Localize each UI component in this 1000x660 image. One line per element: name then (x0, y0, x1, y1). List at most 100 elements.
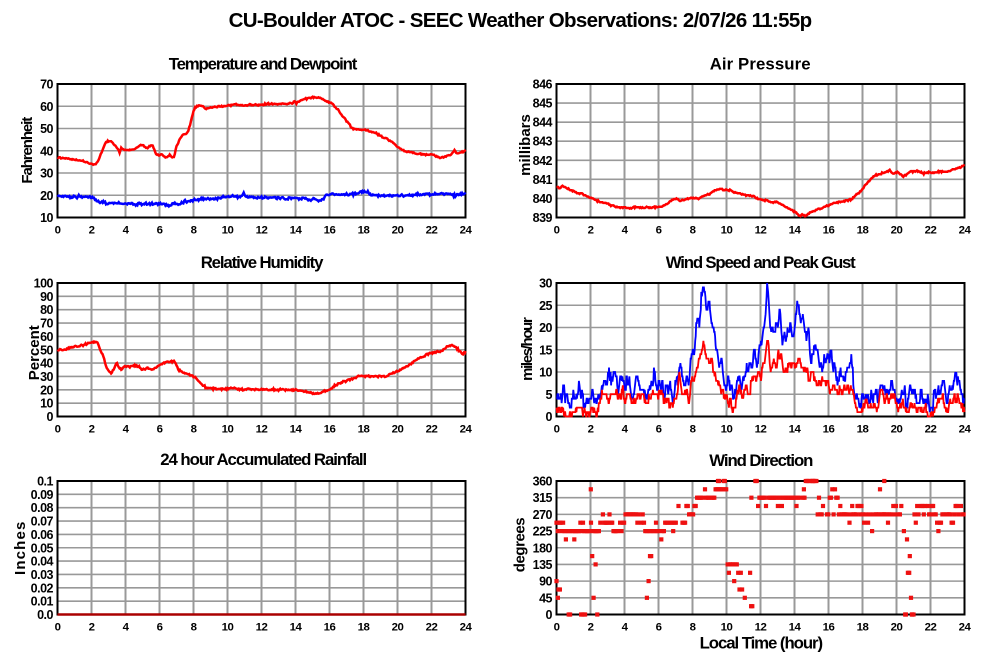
svg-text:6: 6 (157, 424, 163, 436)
svg-text:25: 25 (539, 299, 552, 313)
svg-text:0: 0 (546, 410, 553, 424)
svg-text:10: 10 (721, 225, 733, 237)
svg-text:70: 70 (40, 78, 53, 92)
svg-text:0.01: 0.01 (31, 595, 54, 609)
svg-text:0: 0 (554, 622, 560, 634)
svg-text:Wind Direction: Wind Direction (709, 451, 813, 470)
svg-text:14: 14 (789, 424, 802, 436)
svg-text:16: 16 (823, 622, 835, 634)
svg-text:60: 60 (40, 330, 53, 344)
svg-text:12: 12 (256, 225, 268, 237)
svg-text:30: 30 (40, 370, 53, 384)
svg-text:0: 0 (546, 608, 553, 622)
svg-text:24: 24 (959, 225, 972, 237)
svg-text:315: 315 (533, 491, 553, 505)
svg-text:135: 135 (533, 558, 553, 572)
svg-text:2: 2 (588, 622, 594, 634)
svg-text:14: 14 (290, 225, 303, 237)
svg-text:270: 270 (533, 508, 553, 522)
svg-text:2: 2 (89, 424, 95, 436)
svg-text:Wind Speed and Peak Gust: Wind Speed and Peak Gust (666, 253, 856, 272)
svg-text:5: 5 (546, 388, 553, 402)
svg-text:4: 4 (622, 225, 629, 237)
svg-text:0.0: 0.0 (37, 608, 53, 622)
svg-text:0: 0 (47, 410, 54, 424)
svg-text:70: 70 (40, 317, 53, 331)
svg-text:844: 844 (533, 116, 553, 130)
svg-text:50: 50 (40, 122, 53, 136)
svg-text:4: 4 (123, 622, 130, 634)
svg-text:839: 839 (533, 211, 553, 225)
svg-text:0.1: 0.1 (37, 475, 53, 489)
svg-text:0.04: 0.04 (31, 555, 54, 569)
svg-text:0.07: 0.07 (31, 515, 54, 529)
svg-text:16: 16 (823, 225, 835, 237)
svg-text:18: 18 (358, 424, 370, 436)
svg-text:22: 22 (426, 225, 438, 237)
svg-text:90: 90 (539, 575, 552, 589)
svg-text:millibars: millibars (517, 114, 534, 176)
svg-text:0.09: 0.09 (31, 488, 54, 502)
svg-text:0.06: 0.06 (31, 528, 54, 542)
svg-text:CU-Boulder ATOC - SEEC Weather: CU-Boulder ATOC - SEEC Weather Observati… (229, 9, 812, 32)
svg-text:8: 8 (690, 622, 696, 634)
svg-text:8: 8 (191, 225, 197, 237)
svg-text:20: 20 (392, 622, 404, 634)
svg-text:20: 20 (40, 189, 53, 203)
svg-text:360: 360 (533, 475, 553, 489)
svg-text:16: 16 (823, 424, 835, 436)
svg-text:22: 22 (426, 424, 438, 436)
svg-text:2: 2 (89, 622, 95, 634)
svg-text:18: 18 (857, 622, 869, 634)
svg-text:Relative Humidity: Relative Humidity (201, 253, 324, 272)
svg-text:15: 15 (539, 343, 552, 357)
svg-text:846: 846 (533, 78, 553, 92)
svg-text:20: 20 (891, 622, 903, 634)
svg-text:14: 14 (290, 424, 303, 436)
svg-text:18: 18 (857, 424, 869, 436)
svg-text:60: 60 (40, 100, 53, 114)
svg-text:10: 10 (539, 366, 552, 380)
svg-text:12: 12 (755, 424, 767, 436)
svg-text:40: 40 (40, 357, 53, 371)
svg-text:18: 18 (857, 225, 869, 237)
svg-text:6: 6 (656, 622, 662, 634)
svg-text:45: 45 (539, 591, 552, 605)
svg-text:Fahrenheit: Fahrenheit (19, 117, 36, 184)
svg-text:4: 4 (622, 622, 629, 634)
svg-text:12: 12 (755, 225, 767, 237)
svg-text:20: 20 (40, 383, 53, 397)
svg-text:10: 10 (721, 622, 733, 634)
svg-text:18: 18 (358, 622, 370, 634)
svg-text:0: 0 (554, 225, 560, 237)
svg-text:22: 22 (925, 225, 937, 237)
svg-text:0.08: 0.08 (31, 501, 54, 515)
svg-text:10: 10 (222, 424, 234, 436)
svg-text:100: 100 (34, 277, 54, 291)
svg-text:6: 6 (656, 225, 662, 237)
svg-text:24: 24 (959, 424, 972, 436)
svg-text:8: 8 (690, 424, 696, 436)
svg-text:Percent: Percent (26, 325, 43, 380)
svg-text:Local Time (hour): Local Time (hour) (700, 634, 823, 653)
svg-text:20: 20 (539, 321, 552, 335)
svg-text:14: 14 (789, 225, 802, 237)
svg-text:90: 90 (40, 290, 53, 304)
svg-text:0: 0 (55, 424, 61, 436)
svg-text:16: 16 (324, 225, 336, 237)
svg-text:30: 30 (40, 167, 53, 181)
svg-text:24: 24 (460, 622, 473, 634)
svg-text:24: 24 (959, 622, 972, 634)
svg-text:2: 2 (588, 424, 594, 436)
svg-text:8: 8 (191, 424, 197, 436)
svg-text:843: 843 (533, 135, 553, 149)
svg-text:14: 14 (290, 622, 303, 634)
svg-text:30: 30 (539, 277, 552, 291)
svg-text:22: 22 (925, 424, 937, 436)
svg-text:225: 225 (533, 525, 553, 539)
svg-text:80: 80 (40, 303, 53, 317)
svg-text:12: 12 (256, 622, 268, 634)
svg-text:12: 12 (755, 622, 767, 634)
svg-text:Temperature and Dewpoint: Temperature and Dewpoint (169, 55, 358, 74)
svg-text:12: 12 (256, 424, 268, 436)
